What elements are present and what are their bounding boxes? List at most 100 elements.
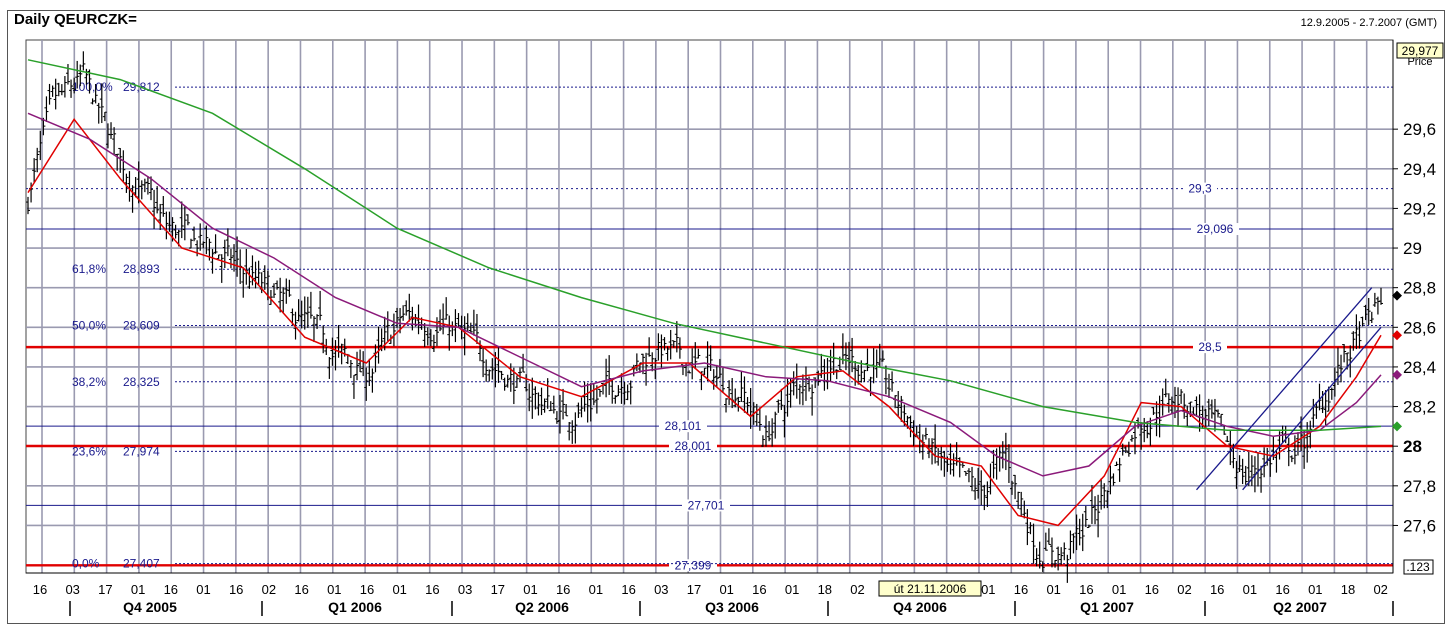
level-label-bg xyxy=(669,439,717,452)
level-label-bg xyxy=(682,499,730,512)
x-day-label: 02 xyxy=(1373,582,1387,597)
x-day-label: 16 xyxy=(294,582,308,597)
x-day-label: 16 xyxy=(164,582,178,597)
x-quarter-label: Q2 2007 xyxy=(1273,599,1327,615)
x-day-label: 01 xyxy=(392,582,406,597)
x-day-label: 16 xyxy=(1014,582,1028,597)
x-quarter-label: Q4 2005 xyxy=(123,599,177,615)
y-tick-label: 29,6 xyxy=(1403,120,1436,139)
y-tick-label: 28,4 xyxy=(1403,358,1436,377)
x-quarter-label: Q1 2007 xyxy=(1080,599,1134,615)
fib-percent-label: 100,0% xyxy=(72,80,113,94)
level-label: 29,096 xyxy=(1197,222,1234,236)
x-day-label: 02 xyxy=(850,582,864,597)
x-day-label: 01 xyxy=(196,582,210,597)
y-tick-label: 27,8 xyxy=(1403,477,1436,496)
x-day-label: 17 xyxy=(687,582,701,597)
x-day-label: 01 xyxy=(719,582,733,597)
x-quarter-label: Q3 2006 xyxy=(705,599,759,615)
x-day-label: 02 xyxy=(1177,582,1191,597)
x-day-label: 03 xyxy=(458,582,472,597)
series-marker xyxy=(1392,369,1402,380)
moving-average-line xyxy=(27,117,1382,527)
horizontal-levels: 29,3 29,096 28,5 28,101 28,001 27,701 27,399 xyxy=(26,182,1393,572)
trend-line[interactable] xyxy=(1242,326,1382,491)
series-marker xyxy=(1392,421,1402,432)
fib-percent-label: 61,8% xyxy=(72,262,106,276)
x-day-label: 16 xyxy=(1275,582,1289,597)
fib-percent-label: 50,0% xyxy=(72,319,106,333)
level-label: 29,3 xyxy=(1188,182,1212,196)
series-marker xyxy=(1392,330,1402,341)
level-label: 27,399 xyxy=(675,558,712,572)
grid xyxy=(25,39,1394,574)
x-day-label: 01 xyxy=(1046,582,1060,597)
x-day-label: 16 xyxy=(556,582,570,597)
moving-average-line xyxy=(27,112,1382,477)
x-quarter-label: Q4 2006 xyxy=(893,599,947,615)
level-label-bg xyxy=(669,559,717,572)
y-tick-label: 28,8 xyxy=(1403,279,1436,298)
x-day-label: 16 xyxy=(621,582,635,597)
x-day-label: 01 xyxy=(131,582,145,597)
x-day-label: 01 xyxy=(981,582,995,597)
fib-percent-label: 23,6% xyxy=(72,444,106,458)
cursor-date-flag[interactable] xyxy=(878,580,982,597)
level-label-bg xyxy=(1191,223,1239,236)
trend-channel[interactable] xyxy=(1196,287,1382,491)
x-quarter-label: Q2 2006 xyxy=(515,599,569,615)
x-day-label: 01 xyxy=(589,582,603,597)
x-day-label: 17 xyxy=(98,582,112,597)
y-tick-label: 29 xyxy=(1403,239,1422,258)
plot-area xyxy=(25,39,1394,574)
x-day-label: 01 xyxy=(327,582,341,597)
x-day-label: 16 xyxy=(425,582,439,597)
x-day-label: 03 xyxy=(654,582,668,597)
x-day-label: 01 xyxy=(785,582,799,597)
moving-average-line xyxy=(27,59,1382,432)
chart-title: Daily QEURCZK= xyxy=(14,11,137,28)
x-day-label: 17 xyxy=(491,582,505,597)
level-label: 27,701 xyxy=(688,498,725,512)
y-axis: 27,6 27,8 28 28,2 28,4 28,6 28,8 29 29,2 29,4 29,6… xyxy=(1392,40,1444,575)
level-label: 28,101 xyxy=(665,419,702,433)
fib-value-label: 28,893 xyxy=(123,262,160,276)
series-marker xyxy=(1392,290,1402,301)
fib-percent-label: 38,2% xyxy=(72,375,106,389)
fib-value-label: 27,407 xyxy=(123,557,160,571)
x-day-label: 01 xyxy=(1112,582,1126,597)
price-flag-top-label: 29,977 xyxy=(1402,44,1439,58)
x-quarter-label: Q1 2006 xyxy=(328,599,382,615)
level-label-bg xyxy=(1183,182,1217,195)
y-tick-label: 28 xyxy=(1403,437,1422,456)
y-tick-label: 29,4 xyxy=(1403,160,1436,179)
x-day-label: 02 xyxy=(262,582,276,597)
price-axis-title: Price xyxy=(1407,56,1432,68)
x-day-label: 01 xyxy=(1243,582,1257,597)
price-flag-bottom xyxy=(1403,559,1434,575)
x-day-label: 18 xyxy=(818,582,832,597)
x-day-label: 16 xyxy=(1210,582,1224,597)
fib-value-label: 28,609 xyxy=(123,319,160,333)
x-day-label: 01 xyxy=(1308,582,1322,597)
fib-percent-label: 0,0% xyxy=(72,557,100,571)
level-label-bg xyxy=(659,420,707,433)
x-day-label: 16 xyxy=(229,582,243,597)
y-tick-label: 28,2 xyxy=(1403,398,1436,417)
cursor-date-label: út 21.11.2006 xyxy=(894,582,967,596)
x-day-label: 01 xyxy=(523,582,537,597)
x-day-label: 18 xyxy=(1341,582,1355,597)
price-flag-bottom-label: .123 xyxy=(1406,560,1430,574)
y-tick-label: 28,6 xyxy=(1403,318,1436,337)
x-day-label: 16 xyxy=(752,582,766,597)
fib-value-label: 28,325 xyxy=(123,375,160,389)
level-label-bg xyxy=(1193,341,1227,354)
x-day-label: 16 xyxy=(1079,582,1093,597)
moving-averages xyxy=(27,59,1382,527)
trend-line[interactable] xyxy=(1196,287,1373,491)
level-label: 28,5 xyxy=(1198,340,1222,354)
fib-value-label: 27,974 xyxy=(123,444,160,458)
x-day-label: 16 xyxy=(360,582,374,597)
